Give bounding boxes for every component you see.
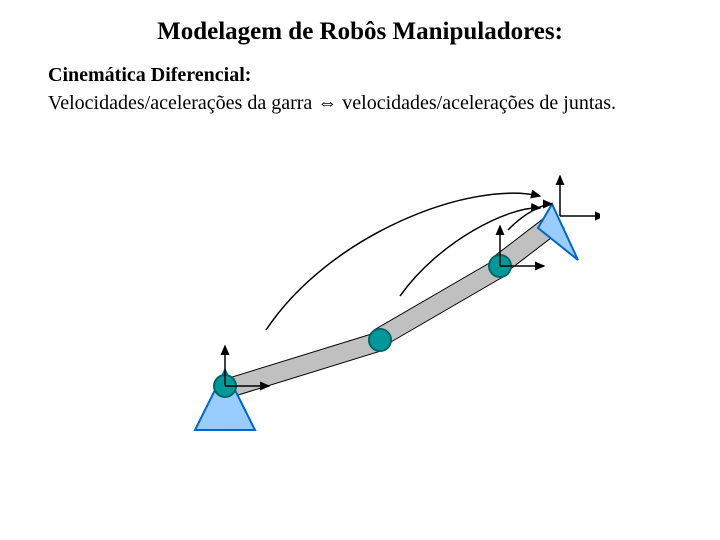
section-subtitle: Cinemática Diferencial: — [48, 64, 251, 87]
body-line: Velocidades/acelerações da garra ⇔ veloc… — [48, 92, 616, 115]
end-effector — [538, 204, 578, 260]
double-arrow-icon: ⇔ — [317, 92, 337, 114]
body-pre: Velocidades/acelerações da garra — [48, 92, 317, 114]
joint-2 — [369, 329, 391, 351]
robot-svg — [120, 150, 600, 480]
body-post: velocidades/acelerações de juntas. — [337, 92, 616, 114]
link-2 — [374, 258, 508, 346]
robot-diagram — [120, 150, 600, 480]
link-1 — [216, 332, 384, 400]
page: Modelagem de Robôs Manipuladores: Cinemá… — [0, 0, 720, 540]
page-title: Modelagem de Robôs Manipuladores: — [0, 18, 720, 46]
links-group — [216, 212, 564, 400]
